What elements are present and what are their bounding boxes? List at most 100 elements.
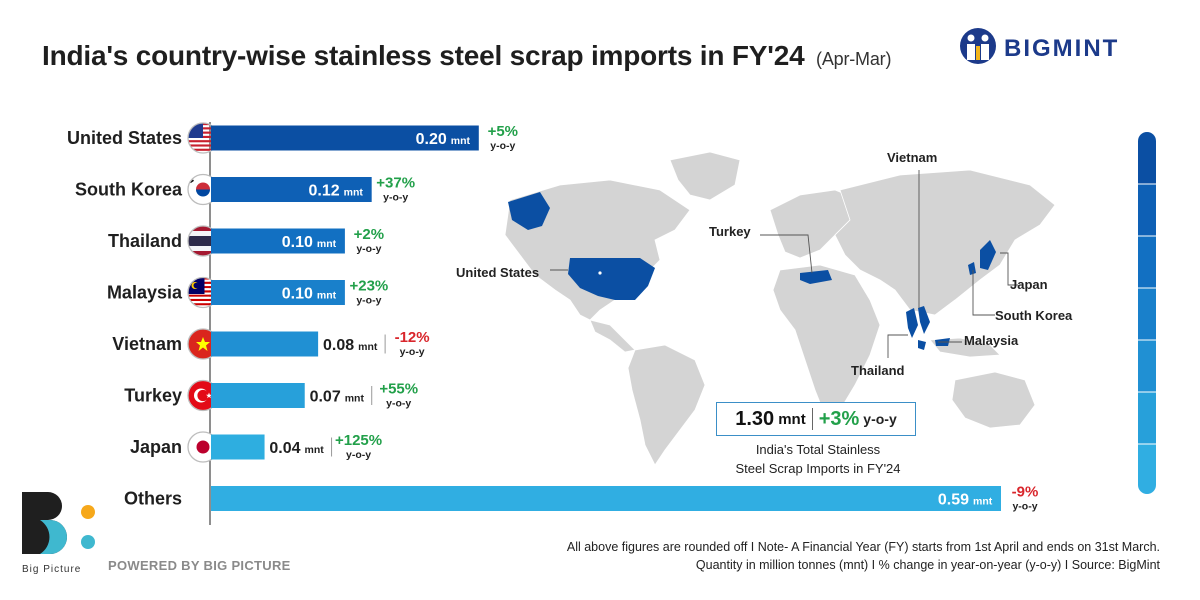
- bar-yoy-vietnam: -12%: [395, 329, 430, 346]
- map-leader-south-korea: [972, 270, 995, 316]
- bar-label-malaysia: Malaysia: [107, 283, 183, 303]
- bar-yoy-suffix-united-states: y-o-y: [490, 140, 515, 152]
- big-picture-icon: [22, 492, 95, 554]
- bar-yoy-suffix-japan: y-o-y: [346, 449, 371, 461]
- bar-yoy-suffix-others: y-o-y: [1012, 501, 1037, 513]
- map-australia: [951, 371, 1036, 429]
- bar-yoy-others: -9%: [1012, 484, 1039, 501]
- map-highlight-vietnam: [918, 306, 930, 334]
- bar-japan: [211, 434, 265, 460]
- map-label-malaysia: Malaysia: [964, 333, 1019, 348]
- total-unit: mnt: [778, 410, 806, 428]
- bar-unit-south-korea: mnt: [344, 187, 364, 199]
- bar-label-others: Others: [124, 489, 182, 509]
- brand-name: BIGMINT: [1004, 35, 1120, 62]
- map-label-vietnam: Vietnam: [887, 150, 938, 165]
- bar-yoy-united-states: +5%: [488, 123, 518, 140]
- bar-yoy-suffix-vietnam: y-o-y: [400, 346, 425, 358]
- bar-united-states: [211, 125, 479, 151]
- bar-yoy-thailand: +2%: [354, 226, 384, 243]
- total-yoy: y-o-y: [863, 411, 897, 427]
- total-caption-line1: India's Total Stainless: [755, 442, 881, 457]
- bar-unit-others: mnt: [973, 496, 993, 508]
- bar-label-thailand: Thailand: [108, 231, 182, 251]
- bar-value-others: 0.59: [938, 492, 969, 509]
- color-scale-bar: [1138, 132, 1156, 494]
- bar-unit-japan: mnt: [305, 444, 325, 456]
- bar-value-vietnam: 0.08: [323, 337, 354, 354]
- map-leader-japan: [1000, 252, 1018, 286]
- bar-yoy-japan: +125%: [335, 432, 382, 449]
- bar-label-united-states: United States: [67, 128, 182, 148]
- bar-value-japan: 0.04: [269, 440, 300, 457]
- bar-yoy-suffix-south-korea: y-o-y: [383, 192, 408, 204]
- bigmint-emblem-icon: [960, 28, 996, 64]
- powered-by: POWERED BY BIG PICTURE: [108, 558, 291, 573]
- map-asia: [834, 169, 1056, 316]
- world-map: Vietnam Turkey United States Japan South…: [440, 140, 1072, 470]
- chart-title: India's country-wise stainless steel scr…: [42, 40, 891, 72]
- bar-value-united-states: 0.20: [416, 131, 447, 148]
- bar-vietnam: [211, 331, 319, 357]
- bar-yoy-suffix-thailand: y-o-y: [356, 243, 381, 255]
- bar-value-turkey: 0.07: [310, 389, 341, 406]
- total-change: +3%: [818, 407, 860, 430]
- bar-others: [211, 486, 1001, 511]
- bar-unit-malaysia: mnt: [317, 290, 337, 302]
- bar-unit-turkey: mnt: [345, 393, 365, 405]
- bar-label-turkey: Turkey: [124, 386, 182, 406]
- map-highlight-usa: [568, 258, 655, 300]
- bar-value-south-korea: 0.12: [309, 183, 340, 200]
- map-highlight-malaysia: [918, 338, 950, 350]
- bar-label-japan: Japan: [130, 437, 182, 457]
- map-highlight-alaska: [508, 192, 550, 230]
- malaysia-flag-icon: [187, 276, 219, 309]
- chart-title-text: India's country-wise stainless steel scr…: [42, 40, 805, 71]
- total-caption-line2: Steel Scrap Imports in FY'24: [735, 461, 901, 476]
- bar-value-malaysia: 0.10: [282, 286, 313, 303]
- bar-unit-thailand: mnt: [317, 238, 337, 250]
- bar-unit-vietnam: mnt: [358, 341, 378, 353]
- map-leader-turkey: [760, 234, 813, 274]
- map-central-america: [589, 319, 636, 353]
- map-greenland: [669, 151, 741, 201]
- bar-label-vietnam: Vietnam: [112, 334, 182, 354]
- bigmint-logo: BIGMINT: [958, 26, 1158, 70]
- bar-turkey: [211, 383, 305, 408]
- map-label-south-korea: South Korea: [995, 308, 1073, 323]
- bar-south-korea: [211, 177, 372, 202]
- big-picture-label: Big Picture: [22, 564, 82, 575]
- color-scale-svg: [1138, 132, 1156, 494]
- bar-label-south-korea: South Korea: [75, 180, 183, 200]
- footer-line2: Quantity in million tonnes (mnt) I % cha…: [695, 558, 1160, 572]
- bar-yoy-suffix-turkey: y-o-y: [386, 398, 411, 410]
- bar-yoy-turkey: +55%: [379, 381, 418, 398]
- map-south-america: [627, 344, 706, 466]
- bar-yoy-suffix-malaysia: y-o-y: [356, 295, 381, 307]
- total-box: 1.30 mnt +3% y-o-y: [716, 402, 916, 436]
- bar-unit-united-states: mnt: [451, 135, 471, 147]
- map-highlight-japan: [980, 240, 996, 270]
- chart-title-period: (Apr-Mar): [816, 49, 892, 69]
- bar-yoy-south-korea: +37%: [376, 175, 415, 192]
- total-separator: [811, 408, 813, 430]
- map-us-marker: [598, 271, 602, 275]
- total-caption: India's Total Stainless Steel Scrap Impo…: [700, 440, 936, 478]
- footer-notes: All above figures are rounded off I Note…: [567, 538, 1160, 574]
- world-map-svg: [504, 151, 1056, 466]
- map-label-turkey: Turkey: [709, 224, 751, 239]
- map-label-thailand: Thailand: [851, 363, 905, 378]
- big-picture-logo: [20, 490, 100, 576]
- bar-yoy-malaysia: +23%: [349, 278, 388, 295]
- bar-malaysia: [211, 280, 345, 305]
- map-highlight-thailand: [906, 308, 918, 338]
- map-label-japan: Japan: [1010, 277, 1048, 292]
- total-value: 1.30: [735, 407, 775, 430]
- map-leader-thailand: [887, 334, 908, 358]
- map-label-united-states: United States: [456, 265, 540, 280]
- bar-thailand: [211, 228, 345, 254]
- map-highlight-south-korea: [968, 262, 976, 275]
- footer-line1: All above figures are rounded off I Note…: [566, 540, 1160, 554]
